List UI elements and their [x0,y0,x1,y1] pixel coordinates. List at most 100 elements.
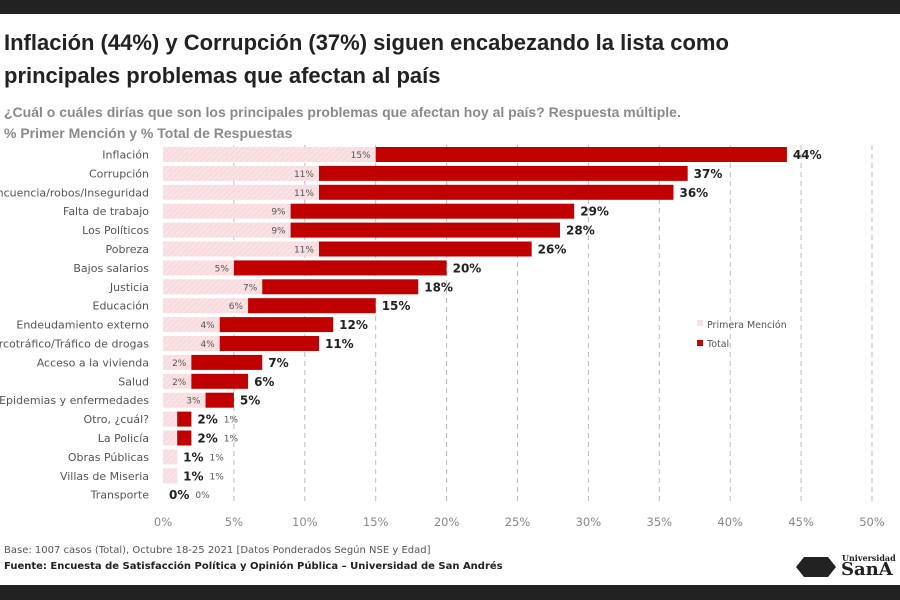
bar-primera-mencion [163,260,234,276]
bar-total [318,184,674,200]
category-label: Otro, ¿cuál? [84,413,150,426]
bar-total [375,147,787,162]
primera-mencion-label: 1% [224,416,239,426]
category-label: Villas de Miseria [60,470,149,483]
subtitle-line-1: ¿Cuál o cuáles dirías que son los princi… [4,104,681,120]
bottom-bar [0,585,900,600]
primera-mencion-label: 11% [294,189,314,199]
logo-small-text: Universidad [842,553,896,563]
bar-total [191,354,263,370]
bar-total [219,336,319,351]
bar-primera-mencion [163,184,319,200]
bar-total [191,373,249,389]
bar-primera-mencion [163,411,178,427]
primera-mencion-label: 4% [200,340,215,350]
primera-mencion-label: 2% [172,359,187,369]
x-tick-label: 0% [154,515,172,529]
primera-mencion-label: 6% [229,302,244,312]
category-label: Justicia [109,281,149,294]
total-label: 7% [268,356,288,370]
primera-mencion-label: 2% [172,378,187,388]
category-label: Epidemias y enfermedades [0,394,149,407]
primera-mencion-label: 15% [351,151,371,161]
total-label: 20% [453,261,482,275]
bar-total [177,430,192,446]
category-label: Los Políticos [82,224,149,237]
total-label: 18% [424,280,453,294]
legend-label-primera: Primera Mención [707,320,787,331]
primera-mencion-label: 1% [210,472,225,482]
category-label: Bajos salarios [73,262,149,275]
primera-mencion-label: 5% [215,264,230,274]
x-tick-label: 30% [576,515,602,529]
bar-primera-mencion [163,468,178,484]
total-label: 37% [694,167,723,181]
legend-swatch-primera [697,320,703,326]
x-tick-label: 15% [363,515,389,529]
x-tick-label: 40% [717,515,743,529]
bar-total [205,392,234,408]
total-label: 26% [538,243,567,257]
x-tick-label: 25% [505,515,531,529]
bar-primera-mencion [163,147,376,162]
bar-primera-mencion [163,317,220,333]
primera-mencion-label: 0% [195,491,210,501]
category-label: Obras Públicas [68,451,149,464]
x-tick-label: 10% [292,515,318,529]
total-label: 5% [240,394,260,408]
primera-mencion-label: 11% [294,246,314,256]
source-note: Fuente: Encuesta de Satisfacción Polític… [4,561,503,572]
category-label: Inflación [102,149,149,162]
bar-primera-mencion [163,449,178,465]
x-tick-label: 5% [225,515,243,529]
x-tick-label: 50% [859,515,885,529]
total-label: 11% [325,337,354,351]
bar-total [262,279,419,295]
x-tick-label: 20% [434,515,460,529]
x-tick-label: 35% [647,515,673,529]
category-label: Corrupción [89,167,149,180]
bar-primera-mencion [163,430,178,446]
total-label: 12% [339,318,368,332]
bar-total [219,317,334,333]
total-label: 1% [183,469,203,483]
bar-primera-mencion [163,203,291,219]
category-label: Acceso a la vivienda [37,356,149,369]
top-bar [0,0,900,14]
primera-mencion-label: 1% [224,435,239,445]
bar-total [318,165,688,181]
category-label: Delincuencia/robos/Inseguridad [0,186,149,199]
total-label: 1% [183,450,203,464]
title-line-1: Inflación (44%) y Corrupción (37%) sigue… [4,30,729,55]
logo-big-text: SanA [841,559,893,580]
bar-primera-mencion [163,354,192,370]
bar-primera-mencion [163,279,263,295]
bar-primera-mencion [163,392,206,408]
legend-swatch-total [697,340,703,346]
chart-subtitle: ¿Cuál o cuáles dirías que son los princi… [4,102,896,144]
bar-primera-mencion [163,165,319,181]
primera-mencion-label: 1% [210,453,225,463]
total-label: 29% [580,205,609,219]
primera-mencion-label: 4% [200,321,215,331]
legend-label-total: Total [706,339,729,350]
total-label: 6% [254,375,274,389]
university-logo: Universidad SanA [796,553,896,583]
x-tick-label: 45% [788,515,814,529]
total-label: 2% [197,413,217,427]
category-label: Transporte [90,489,150,502]
primera-mencion-label: 7% [243,283,258,293]
bar-primera-mencion [163,222,291,238]
bar-total [233,260,447,276]
total-label: 28% [566,224,595,238]
bar-total [290,203,575,219]
subtitle-line-2: % Primer Mención y % Total de Respuestas [4,125,293,141]
category-label: Salud [118,375,149,388]
primera-mencion-label: 9% [271,227,286,237]
title-line-2: principales problemas que afectan al paí… [4,63,441,88]
bar-primera-mencion [163,241,319,257]
primera-mencion-label: 11% [294,170,314,180]
primera-mencion-label: 9% [271,208,286,218]
category-label: Educación [93,300,150,313]
bar-total [290,222,561,238]
